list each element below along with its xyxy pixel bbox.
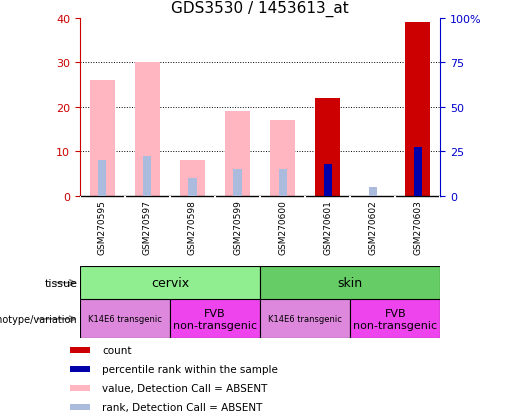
Text: GSM270600: GSM270600	[278, 200, 287, 254]
Text: rank, Detection Call = ABSENT: rank, Detection Call = ABSENT	[102, 402, 262, 412]
Bar	[323, 165, 332, 196]
Text: percentile rank within the sample: percentile rank within the sample	[102, 364, 278, 374]
Bar	[70, 404, 90, 410]
Bar	[135, 63, 160, 196]
Text: GSM270598: GSM270598	[188, 200, 197, 254]
Bar	[233, 169, 242, 196]
Text: value, Detection Call = ABSENT: value, Detection Call = ABSENT	[102, 383, 267, 393]
Bar	[350, 299, 440, 339]
Text: GSM270601: GSM270601	[323, 200, 332, 254]
Bar	[70, 385, 90, 391]
Text: K14E6 transgenic: K14E6 transgenic	[268, 315, 342, 323]
Bar	[369, 188, 377, 196]
Bar	[270, 121, 295, 196]
Bar	[260, 299, 350, 339]
Bar	[80, 299, 170, 339]
Text: skin: skin	[338, 276, 363, 290]
Bar	[143, 156, 151, 196]
Bar	[414, 147, 422, 196]
Text: FVB
non-transgenic: FVB non-transgenic	[353, 308, 437, 330]
Bar	[80, 266, 260, 299]
Bar	[279, 169, 287, 196]
Text: GSM270595: GSM270595	[98, 200, 107, 254]
Bar	[188, 178, 197, 196]
Bar	[90, 81, 115, 196]
Text: genotype/variation: genotype/variation	[0, 314, 77, 324]
Bar	[70, 366, 90, 372]
Text: FVB
non-transgenic: FVB non-transgenic	[173, 308, 257, 330]
Bar	[260, 266, 440, 299]
Text: GSM270603: GSM270603	[414, 200, 422, 254]
Bar	[405, 23, 430, 196]
Bar	[70, 347, 90, 353]
Text: K14E6 transgenic: K14E6 transgenic	[88, 315, 162, 323]
Text: cervix: cervix	[151, 276, 189, 290]
Text: GSM270597: GSM270597	[143, 200, 152, 254]
Text: count: count	[102, 345, 131, 355]
Bar	[180, 161, 205, 196]
Bar	[170, 299, 260, 339]
Text: GSM270602: GSM270602	[368, 200, 377, 254]
Text: tissue: tissue	[44, 278, 77, 288]
Bar	[225, 112, 250, 196]
Title: GDS3530 / 1453613_at: GDS3530 / 1453613_at	[171, 1, 349, 17]
Text: GSM270599: GSM270599	[233, 200, 242, 254]
Bar	[315, 98, 340, 196]
Bar	[98, 161, 107, 196]
